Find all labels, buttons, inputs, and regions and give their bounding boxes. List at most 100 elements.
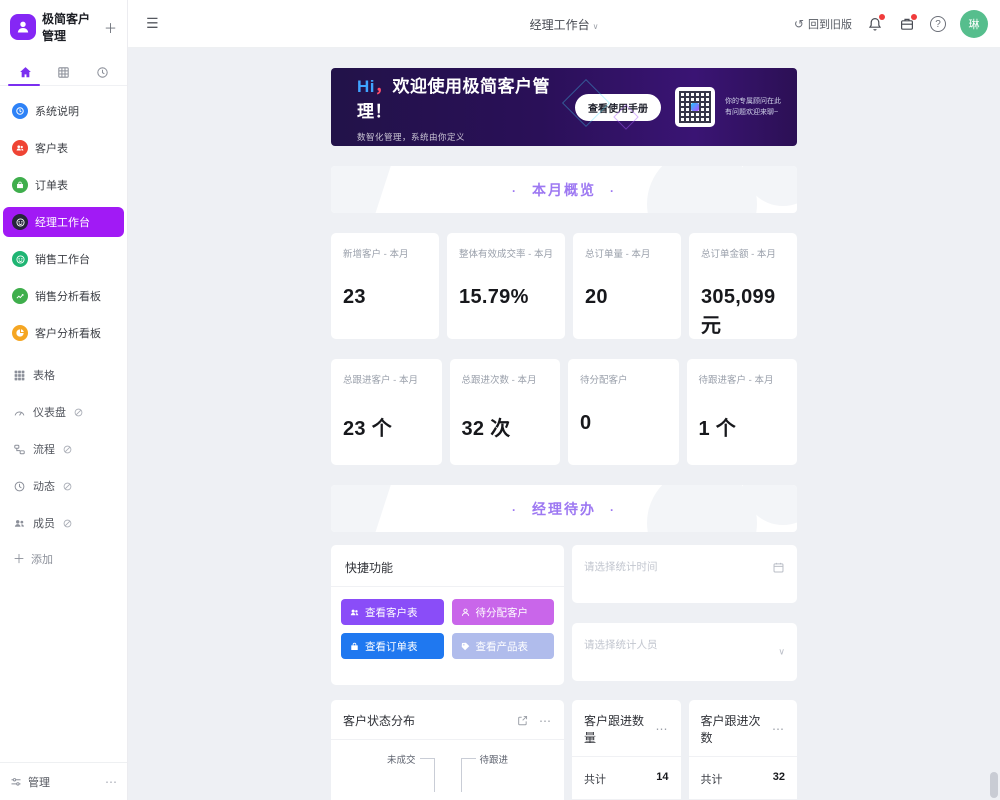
section-overview-title: · 本月概览 · [512,181,616,198]
workspace-title: 经理工作台 [529,18,590,32]
users-icon [350,609,359,615]
info-clock-icon [12,103,28,119]
stats-row-2: 总跟进客户 - 本月 23 个 总跟进次数 - 本月 32 次 待分配客户 0 … [331,359,797,465]
bag-icon [12,177,28,193]
top-header: ☰ 经理工作台 ∨ ↺ 回到旧版 ? 琳 [128,0,1000,48]
sidebar-item-manager-workbench[interactable]: 经理工作台 [3,207,124,237]
view-products-button[interactable]: 查看产品表 [451,633,554,659]
stat-card-conversion-rate: 整体有效成交率 - 本月 15.79% [447,233,565,339]
sidebar-item-sales-workbench[interactable]: 销售工作台 [3,244,124,274]
briefcase-icon [900,18,914,30]
sidebar-item-tables[interactable]: 表格 [3,361,124,389]
sidebar-item-system-info[interactable]: 系统说明 [3,96,124,126]
statistics-person-select[interactable] [584,639,785,651]
followup-times-card: 客户跟进次数 ⋯ 共计 32 郭光荣 15 [688,700,797,800]
active-tab-underline [8,84,40,86]
notification-badge [879,14,885,20]
home-tab-icon[interactable] [16,64,34,82]
manage-label[interactable]: 管理 [28,776,50,789]
tag-icon [461,642,469,650]
trend-chart-icon [12,288,28,304]
add-workspace-icon[interactable]: ＋ [103,20,117,36]
workbench-button[interactable] [898,14,917,33]
more-icon[interactable]: ⋯ [655,722,669,736]
sidebar-item-orders[interactable]: 订单表 [3,170,124,200]
stat-card-order-amount: 总订单金额 - 本月 305,099 元 [688,233,797,339]
back-to-old-version-button[interactable]: ↺ 回到旧版 [794,16,852,32]
view-customers-button[interactable]: 查看客户表 [341,599,444,625]
sidebar-item-customers[interactable]: 客户表 [3,133,124,163]
export-icon[interactable] [516,714,529,727]
view-manual-button[interactable]: 查看使用手册 [575,93,661,121]
stat-value: 1 个 [698,418,737,440]
section-todo: · 经理待办 · [331,485,797,532]
smiley-icon [12,251,28,267]
unassigned-customers-button[interactable]: 待分配客户 [451,599,554,625]
members-icon [14,519,24,527]
back-to-old-label: 回到旧版 [808,19,852,31]
clock-tab-icon[interactable] [93,64,111,82]
stat-label: 总订单金额 - 本月 [700,249,776,260]
user-avatar[interactable]: 琳 [960,10,988,38]
sidebar-item-dashboard[interactable]: 仪表盘 [3,398,124,426]
sidebar-item-activity[interactable]: 动态 [3,472,124,500]
button-label: 查看客户表 [365,606,418,619]
pie-chart-labels: 未成交 待跟进 [331,752,564,792]
notifications-button[interactable] [866,14,885,33]
section-decoration [331,166,393,213]
sidebar: 极简客户管理 ＋ 系统说明 客户表 [0,0,128,800]
more-icon[interactable]: ⋯ [539,713,552,728]
sidebar-item-sales-dashboard[interactable]: 销售分析看板 [3,281,124,311]
app-logo-row: 极简客户管理 ＋ [0,0,127,52]
view-orders-button[interactable]: 查看订单表 [341,633,444,659]
stat-value: 305,099 元 [700,286,776,337]
workspace-title-dropdown[interactable]: 经理工作台 ∨ [128,16,1000,33]
more-icon[interactable]: ⋯ [772,722,785,736]
bell-icon [868,17,882,31]
stats-row-1: 新增客户 - 本月 23 整体有效成交率 - 本月 15.79% 总订单量 - … [331,233,797,339]
gauge-icon [14,411,25,416]
workbench-badge [911,14,917,20]
stat-label: 总订单量 - 本月 [584,249,651,260]
person-filter-card: ∨ [572,623,797,681]
sidebar-item-label: 成员 [33,518,55,530]
pie-chart-icon [12,325,28,341]
stat-card-followed-customers: 总跟进客户 - 本月 23 个 [331,359,442,465]
stat-value: 32 次 [461,418,511,440]
history-icon: ↺ [793,17,804,31]
scrollbar-thumb[interactable] [990,772,998,798]
sidebar-add-button[interactable]: ＋ 添加 [0,550,127,567]
qr-caption: 你的专属顾问在此 有问题欢迎来聊~ [725,98,781,116]
user-refresh-icon [461,608,469,616]
app-title: 极简客户管理 [42,12,91,43]
header-actions: ↺ 回到旧版 ? 琳 [794,0,988,48]
stat-label: 待跟进客户 - 本月 [698,375,774,386]
section-decoration [647,485,757,532]
welcome-banner: Hi，欢迎使用极简客户管理！ 数智化管理，系统由你定义 查看使用手册 你的专属顾… [331,68,797,146]
stat-label: 新增客户 - 本月 [343,249,409,260]
help-button[interactable]: ? [930,16,946,32]
sidebar-item-label: 仪表盘 [33,407,66,419]
chart-title: 客户跟进次数 [700,714,761,745]
eye-off-icon [63,519,72,527]
sidebar-manage-bar: 管理 ⋯ [0,762,127,800]
sidebar-item-label: 表格 [33,370,55,382]
banner-subtitle: 数智化管理，系统由你定义 [357,131,466,142]
grid-tab-icon[interactable] [55,64,73,82]
quick-actions-title: 快捷功能 [331,545,564,587]
main-area: Hi，欢迎使用极简客户管理！ 数智化管理，系统由你定义 查看使用手册 你的专属顾… [128,48,1000,800]
stat-value: 23 个 [343,418,393,440]
eye-off-icon [74,408,83,416]
pie-label: 未成交 [387,752,435,792]
statistics-time-input[interactable] [584,561,785,573]
time-filter-card [572,545,797,603]
pie-label: 待跟进 [460,752,508,792]
hamburger-icon[interactable]: ☰ [146,15,159,31]
stat-card-pending-followup: 待跟进客户 - 本月 1 个 [686,359,797,465]
more-icon[interactable]: ⋯ [105,774,117,789]
sidebar-item-workflow[interactable]: 流程 [3,435,124,463]
sidebar-item-members[interactable]: 成员 [3,509,124,537]
banner-text-block: Hi，欢迎使用极简客户管理！ 数智化管理，系统由你定义 [357,72,575,143]
sidebar-item-customer-dashboard[interactable]: 客户分析看板 [3,318,124,348]
total-row: 共计 32 [688,757,797,800]
